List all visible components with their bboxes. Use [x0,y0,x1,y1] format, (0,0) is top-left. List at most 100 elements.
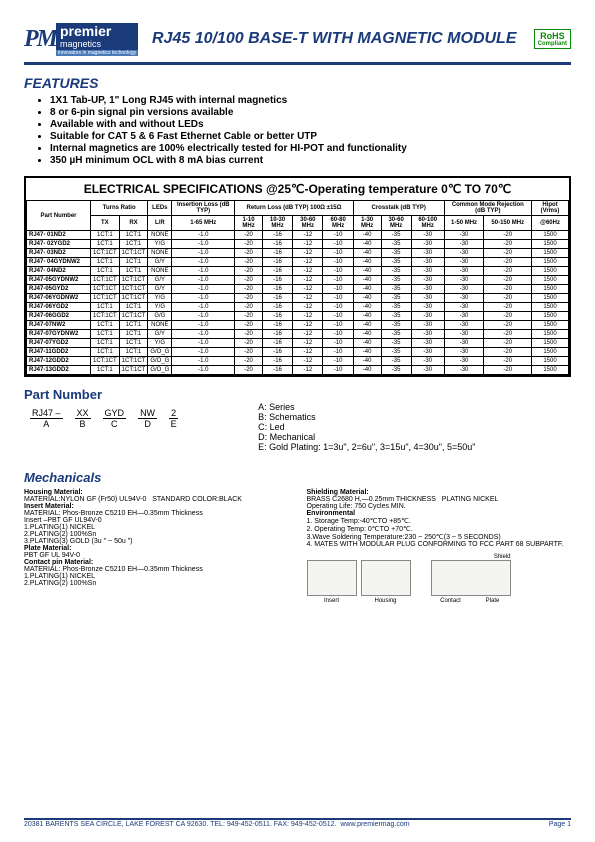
table-cell: -40 [353,294,381,303]
table-cell: -12 [293,294,323,303]
table-cell: 1CT:1 [91,240,120,249]
table-cell: RJ47-13GDD2 [27,366,91,375]
table-row: RJ47-06GGD21CT:1CT1CT:1CTG/G-1.0-20-16-1… [27,312,569,321]
table-cell: Y/G [148,240,172,249]
footer-page: Page 1 [549,821,571,828]
mech-line: 3.PLATING(3) GOLD (3u " ~ 50u ") [24,538,289,545]
table-cell: -10 [323,258,353,267]
th-x1: 1-30 MHz [353,216,381,231]
table-cell: -10 [323,294,353,303]
rohs-l2: Compliant [538,41,567,47]
table-cell: 1CT:1 [119,321,148,330]
th-ret: Return Loss (dB TYP) 100Ω ±15Ω [235,201,354,216]
table-cell: 1CT:1 [119,231,148,240]
table-cell: -40 [353,330,381,339]
table-cell: -20 [235,231,263,240]
feature-item: Internal magnetics are 100% electrically… [50,143,571,154]
table-cell: -30 [444,366,484,375]
table-cell: -30 [444,258,484,267]
table-cell: -40 [353,249,381,258]
diagram-housing-box [361,560,411,596]
rohs-badge: RoHS Compliant [534,29,571,49]
mech-line: Operating Life: 750 Cycles MIN. [307,503,572,510]
table-cell: Y/G [148,339,172,348]
logo-magnetics: magnetics [56,39,138,50]
table-row: RJ47-13GDD21CT:11CT:1CTG/O_G-1.0-20-16-1… [27,366,569,375]
mech-col-right: Shielding Material:BRASS C2680 H,—0.25mm… [307,489,572,604]
table-cell: -35 [381,294,411,303]
table-cell: G/Y [148,330,172,339]
table-cell: 1CT:1CT [119,294,148,303]
th-x2: 30-60 MHz [381,216,411,231]
table-cell: 1500 [532,339,569,348]
table-cell: RJ47-05GYD2 [27,285,91,294]
table-cell: 1CT:1 [91,231,120,240]
table-cell: -16 [262,276,292,285]
table-cell: -30 [411,348,444,357]
footer-address: 20381 BARENTS SEA CIRCLE, LAKE FOREST CA… [24,821,410,828]
table-cell: -20 [484,249,532,258]
pn-segment: NWD [138,408,157,452]
table-cell: -30 [444,321,484,330]
table-cell: 1CT:1 [91,339,120,348]
table-cell: -30 [411,276,444,285]
table-cell: -30 [444,267,484,276]
table-cell: -35 [381,249,411,258]
mech-line: 1. Storage Temp:-40℃TO +85℃. [307,517,572,525]
table-cell: -30 [444,249,484,258]
table-cell: -10 [323,366,353,375]
table-cell: -40 [353,321,381,330]
page-title: RJ45 10/100 BASE-T WITH MAGNETIC MODULE [152,30,526,48]
table-cell: -12 [293,249,323,258]
diagram-contact-label: Contact [431,598,471,604]
mech-line: 2.PLATING(2) 100%Sn [24,531,289,538]
table-cell: -1.0 [172,357,235,366]
table-cell: -20 [484,348,532,357]
table-cell: -16 [262,330,292,339]
table-cell: 1CT:1 [91,330,120,339]
table-cell: -16 [262,231,292,240]
table-row: RJ47- 03ND21CT:1CT1CT:1CTNONE-1.0-20-16-… [27,249,569,258]
table-cell: -1.0 [172,330,235,339]
table-cell: G/O_G [148,366,172,375]
table-cell: -40 [353,339,381,348]
table-cell: 1CT:1 [91,258,120,267]
table-cell: NONE [148,267,172,276]
table-cell: 1500 [532,294,569,303]
mech-line: MATERIAL: Phos-Bronze C5210 EH—0.35mm Th… [24,510,289,517]
table-cell: -1.0 [172,366,235,375]
table-cell: -12 [293,366,323,375]
features-list: 1X1 Tab-UP, 1" Long RJ45 with internal m… [50,95,571,166]
table-cell: RJ47- 01ND2 [27,231,91,240]
table-cell: -35 [381,258,411,267]
th-cmr: Common Mode Rejection (dB TYP) [444,201,531,216]
diagram-insert-box [307,560,357,596]
table-cell: 1CT:1CT [91,294,120,303]
th-lr: L/R [148,216,172,231]
table-cell: -30 [444,285,484,294]
table-cell: -35 [381,330,411,339]
table-cell: -20 [484,312,532,321]
table-row: RJ47-12GDD21CT:1CT1CT:1CTG/O_G-1.0-20-16… [27,357,569,366]
table-cell: -20 [484,339,532,348]
table-cell: -20 [484,303,532,312]
table-cell: -35 [381,312,411,321]
table-cell: -1.0 [172,312,235,321]
table-cell: -10 [323,240,353,249]
mech-col-left: Housing Material:MATERIAL:NYLON GF (Fr50… [24,489,289,604]
pn-segment: RJ47 –A [30,408,63,452]
table-cell: -35 [381,321,411,330]
mech-line: Housing Material: [24,489,289,496]
table-cell: -20 [484,330,532,339]
table-cell: -10 [323,267,353,276]
table-cell: -30 [411,267,444,276]
table-row: RJ47- 04ND21CT:11CT:1NONE-1.0-20-16-12-1… [27,267,569,276]
table-cell: -16 [262,285,292,294]
footer-url[interactable]: www.premiermag.com [340,821,409,828]
pn-legend-item: A: Series [258,402,475,412]
table-cell: -30 [411,366,444,375]
table-row: RJ47-07GYDNW21CT:11CT:1G/Y-1.0-20-16-12-… [27,330,569,339]
mech-line: Environmental [307,510,572,517]
pn-segment: 2E [169,408,178,452]
table-cell: -35 [381,285,411,294]
